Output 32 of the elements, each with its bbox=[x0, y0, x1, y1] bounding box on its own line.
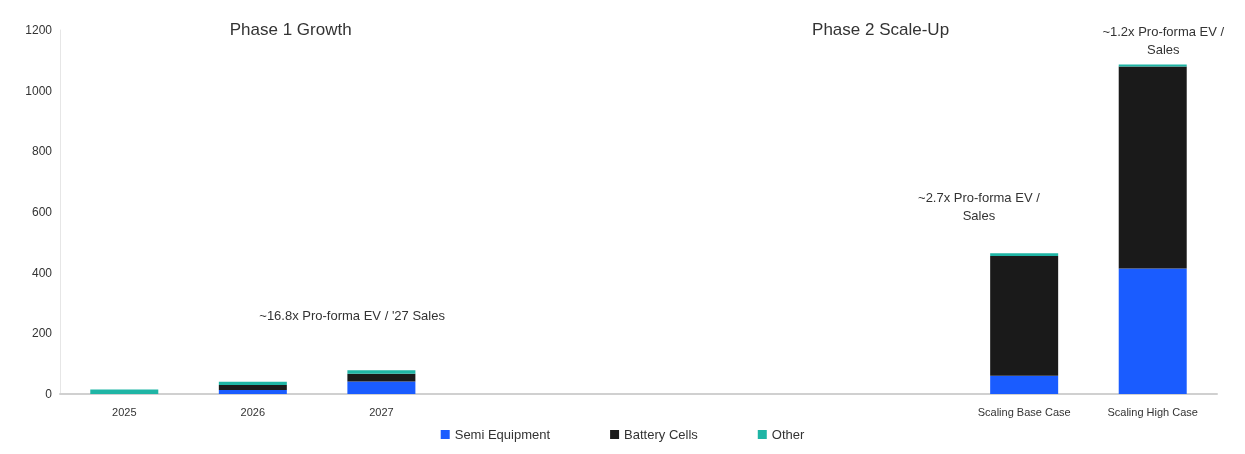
bar bbox=[990, 255, 1059, 376]
bar bbox=[1118, 268, 1187, 394]
x-tick-label: 2025 bbox=[112, 405, 137, 418]
x-tick-label: 2027 bbox=[369, 405, 394, 418]
bar bbox=[347, 373, 416, 382]
bar bbox=[218, 384, 287, 391]
annotation: Phase 2 Scale-Up bbox=[812, 19, 950, 39]
annotation: ~2.7x Pro-forma EV / Sales bbox=[918, 189, 1041, 223]
legend-label: Other bbox=[771, 427, 805, 442]
x-tick-label: 2026 bbox=[240, 405, 266, 418]
annotation: ~16.8x Pro-forma EV / '27 Sales bbox=[259, 307, 446, 323]
y-tick-label: 200 bbox=[31, 326, 53, 341]
legend-label: Semi Equipment bbox=[454, 427, 551, 442]
bar bbox=[218, 381, 287, 385]
bar bbox=[990, 375, 1059, 394]
annotation: ~1.2x Pro-forma EV / Sales bbox=[1102, 23, 1225, 57]
annotation: Phase 1 Growth bbox=[229, 19, 352, 39]
y-tick-label: 600 bbox=[31, 205, 53, 219]
y-tick-label: 1200 bbox=[25, 23, 53, 37]
y-tick-label: 0 bbox=[45, 387, 53, 401]
x-tick-label: Scaling High Case bbox=[1107, 405, 1198, 418]
y-tick-label: 1000 bbox=[25, 83, 53, 98]
bar bbox=[90, 389, 159, 394]
y-tick-label: 800 bbox=[31, 144, 53, 159]
y-tick-label: 400 bbox=[31, 265, 53, 280]
legend-label: Battery Cells bbox=[624, 427, 699, 442]
bar bbox=[347, 381, 416, 394]
x-tick-label: Scaling Base Case bbox=[977, 405, 1071, 418]
bar bbox=[990, 253, 1059, 256]
bar bbox=[1118, 66, 1187, 269]
bar bbox=[218, 390, 287, 394]
bar bbox=[347, 370, 416, 374]
